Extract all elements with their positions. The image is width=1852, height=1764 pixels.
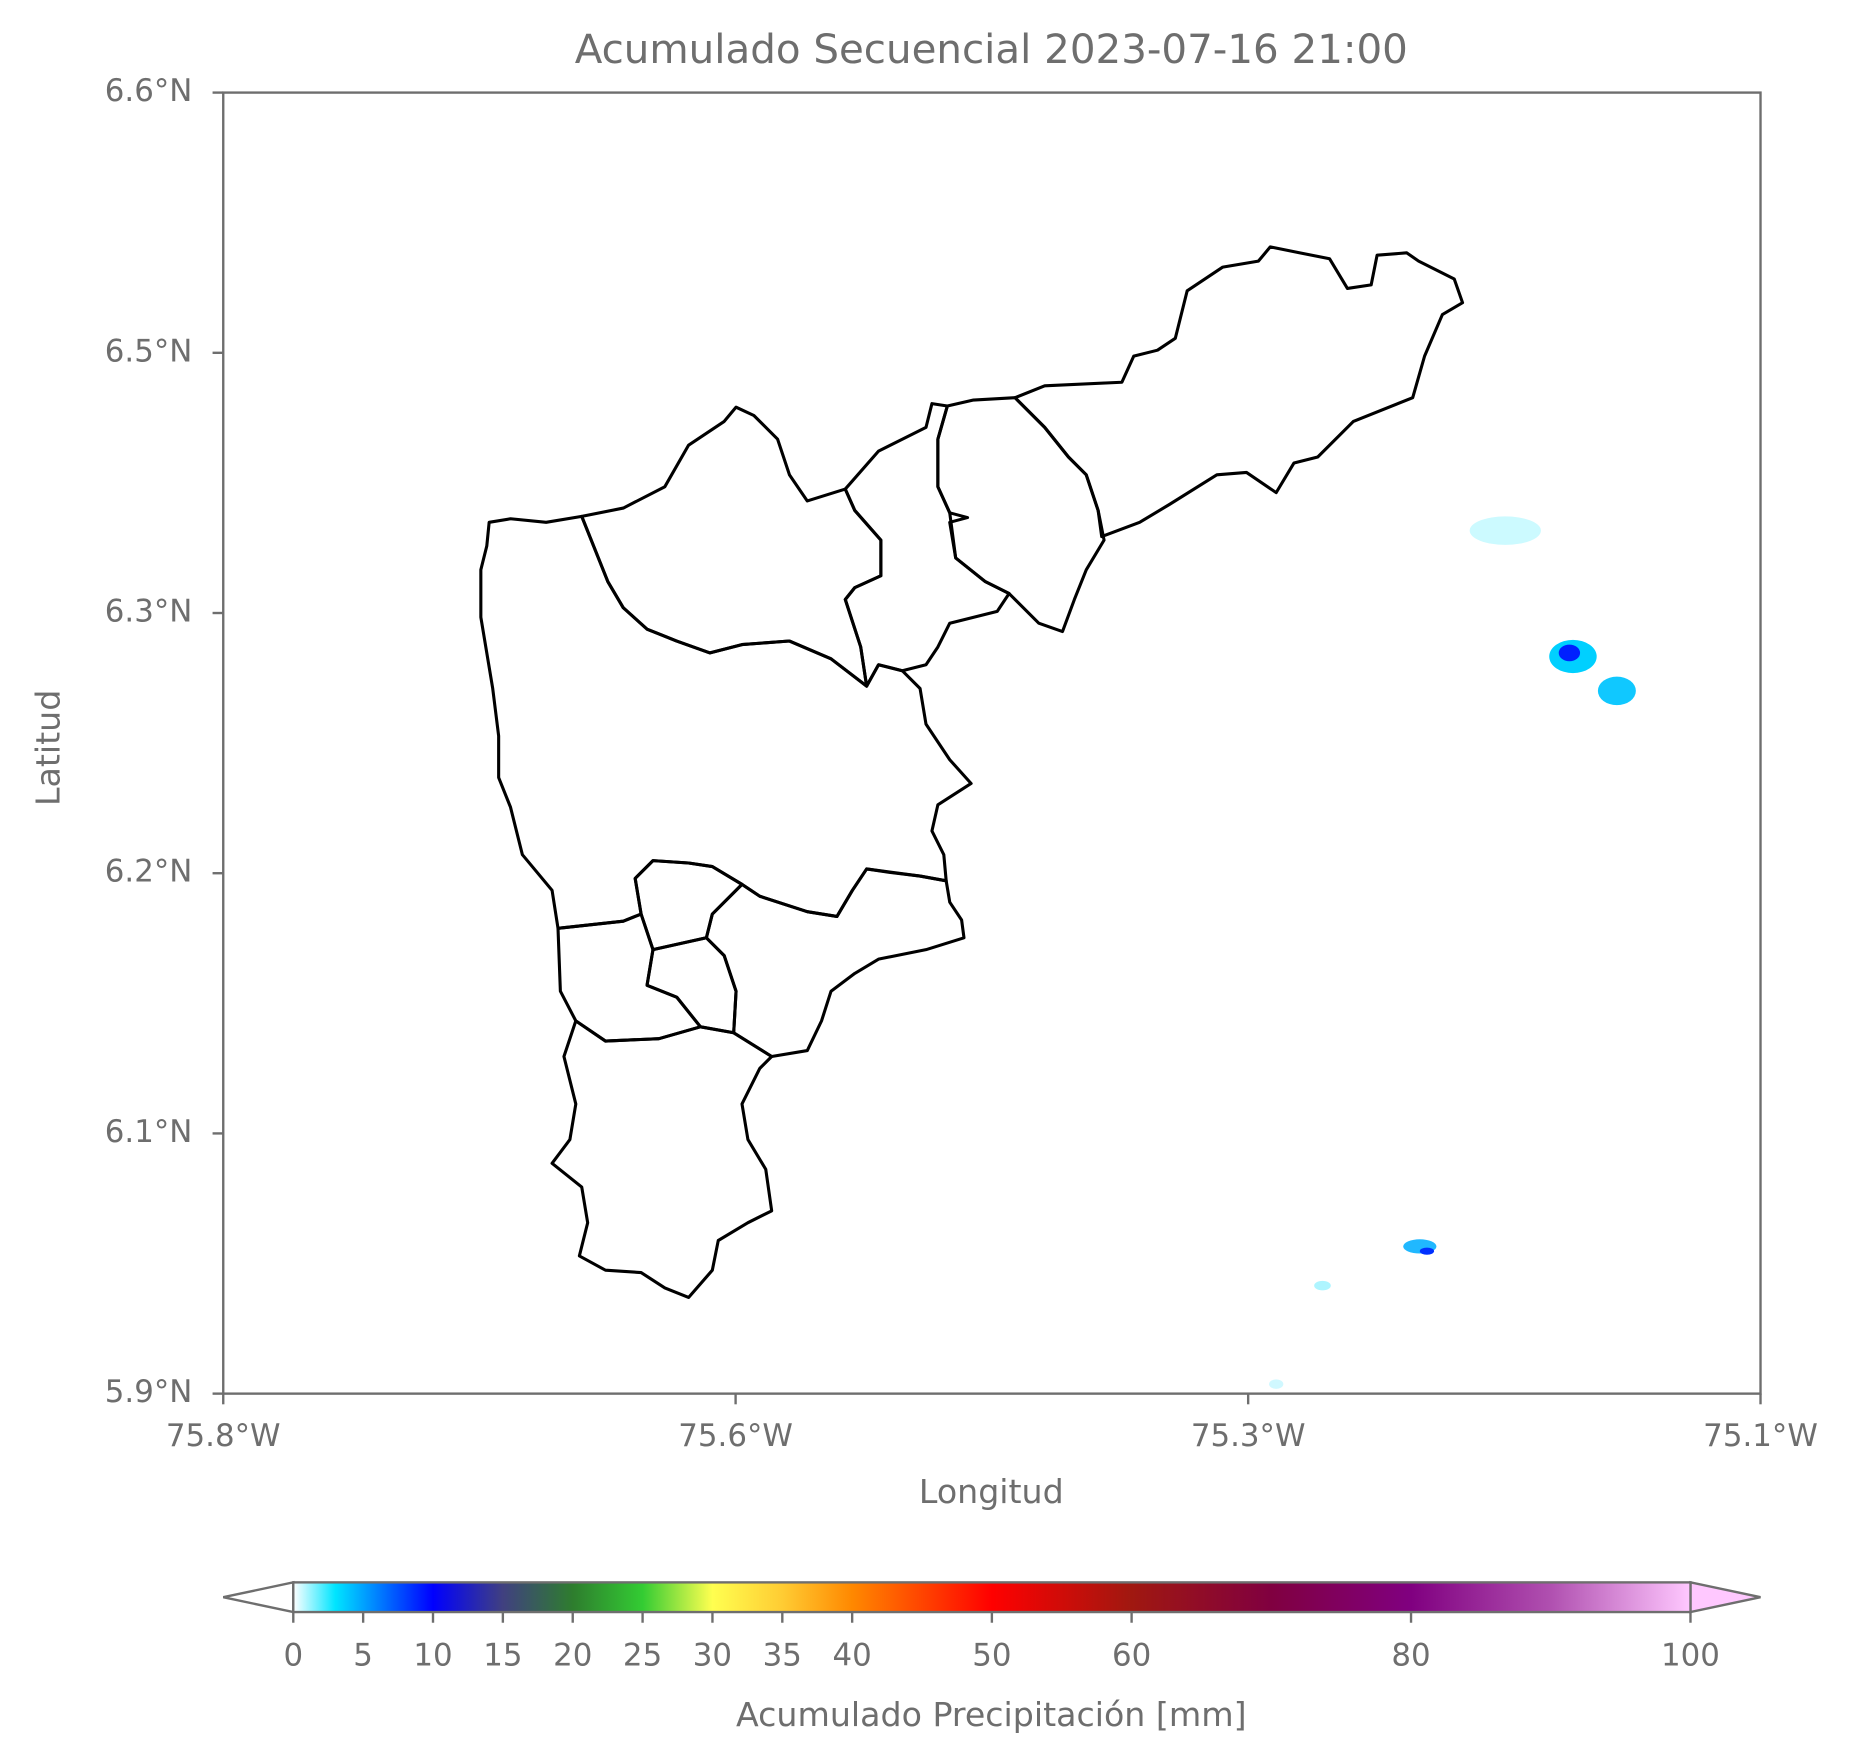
colorbar-tick-label: 30 xyxy=(693,1638,732,1674)
colorbar-tick-label: 15 xyxy=(483,1638,522,1674)
basin xyxy=(1013,245,1465,539)
colorbar-tick-label: 100 xyxy=(1661,1638,1720,1674)
colorbar-tick-label: 20 xyxy=(553,1638,592,1674)
precipitation xyxy=(1269,516,1636,1389)
x-axis-label: Longitud xyxy=(919,1472,1064,1511)
title: Acumulado Secuencial 2023-07-16 21:00 xyxy=(575,26,1408,73)
rain-cell xyxy=(1558,644,1581,662)
colorbar-tick-label: 40 xyxy=(833,1638,872,1674)
colorbar-tick-label: 0 xyxy=(283,1638,303,1674)
basin xyxy=(550,1019,774,1300)
x-tick-label: 75.3°W xyxy=(1191,1418,1306,1454)
y-tick-label: 6.5°N xyxy=(105,333,193,369)
colorbar-tick-label: 5 xyxy=(353,1638,373,1674)
colorbar-label: Acumulado Precipitación [mm] xyxy=(736,1695,1247,1734)
basin-outlines xyxy=(479,245,1465,1300)
colorbar xyxy=(292,1581,1692,1614)
rain-cell xyxy=(1419,1247,1435,1255)
x-tick-label: 75.8°W xyxy=(166,1418,281,1454)
colorbar-tick-label: 10 xyxy=(413,1638,452,1674)
colorbar-tick-label: 50 xyxy=(972,1638,1011,1674)
rain-cell xyxy=(1469,516,1541,545)
y-tick-label: 5.9°N xyxy=(105,1374,193,1410)
y-axis-label: Latitud xyxy=(28,690,67,806)
colorbar-tick-label: 80 xyxy=(1391,1638,1430,1674)
colorbar-tick-label: 60 xyxy=(1112,1638,1151,1674)
rain-cell xyxy=(1597,676,1636,706)
basin xyxy=(936,396,1106,634)
x-tick-label: 75.6°W xyxy=(678,1418,793,1454)
y-tick-label: 6.6°N xyxy=(105,73,193,109)
colorbar-tick-label: 25 xyxy=(623,1638,662,1674)
y-tick-label: 6.1°N xyxy=(105,1114,193,1150)
y-tick-label: 6.2°N xyxy=(105,854,193,890)
rain-cell xyxy=(1314,1280,1331,1291)
x-tick-label: 75.1°W xyxy=(1703,1418,1818,1454)
y-tick-label: 6.3°N xyxy=(105,594,193,630)
rain-cell xyxy=(1269,1379,1284,1389)
colorbar-tick-label: 35 xyxy=(763,1638,802,1674)
map-frame xyxy=(222,91,1762,1395)
